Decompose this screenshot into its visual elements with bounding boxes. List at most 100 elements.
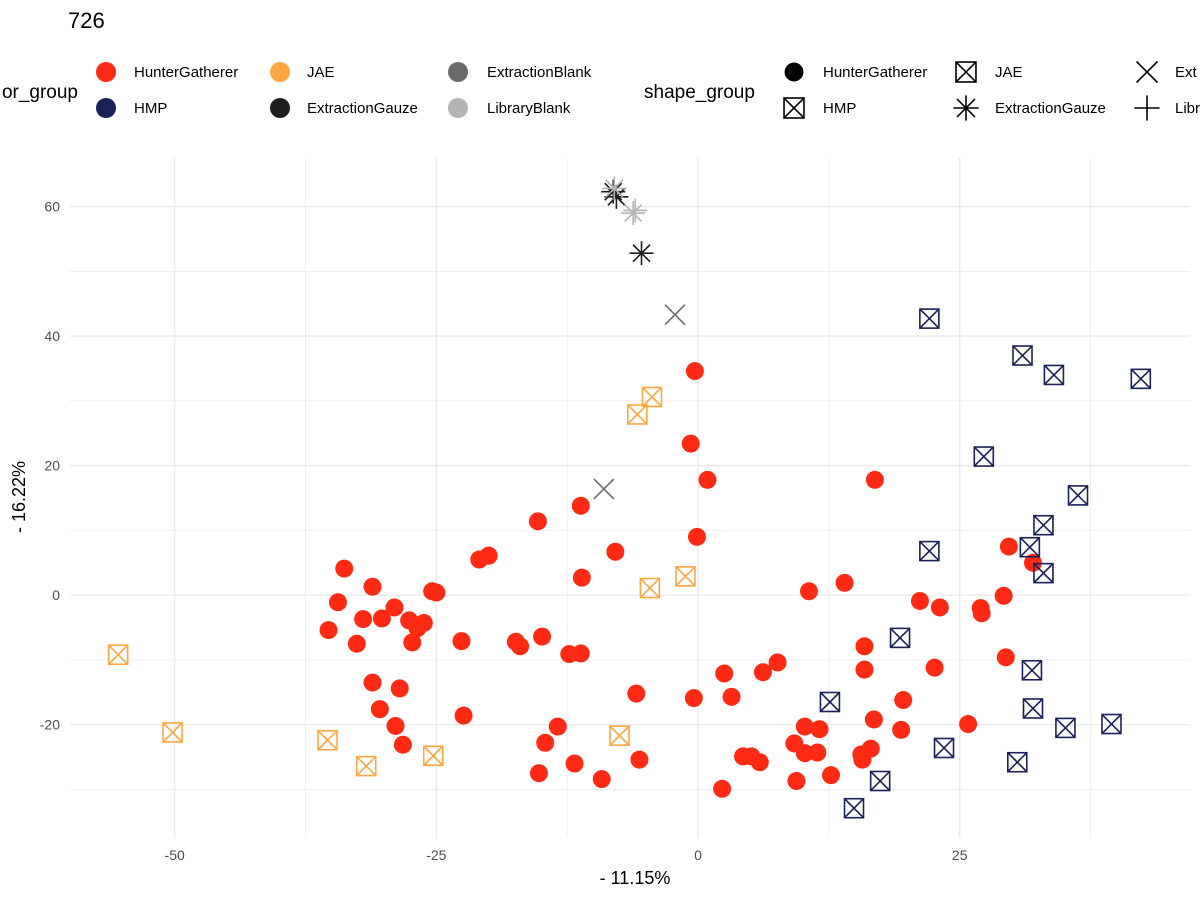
libraryblank-asterisk-point [602, 176, 627, 201]
huntergatherer-circle-point [685, 362, 704, 381]
hmp-boxx-point [1006, 751, 1028, 773]
y-tick-label: 0 [52, 587, 60, 603]
data-points [107, 176, 1152, 819]
shape-legend-label: JAE [995, 64, 1023, 81]
huntergatherer-circle-point [370, 700, 389, 719]
huntergatherer-circle-point [354, 610, 373, 629]
huntergatherer-circle-point [565, 754, 584, 773]
huntergatherer-circle-point [808, 743, 827, 762]
jae-boxx-point [639, 577, 661, 599]
hmp-boxx-point [1055, 717, 1076, 739]
huntergatherer-circle-point [972, 604, 991, 623]
color-legend-label: HunterGatherer [134, 64, 238, 81]
huntergatherer-circle-point [768, 653, 787, 672]
huntergatherer-circle-point [810, 720, 829, 739]
huntergatherer-circle-point [864, 710, 883, 729]
huntergatherer-circle-point [715, 664, 734, 683]
hmp-boxx-point [1043, 364, 1065, 386]
huntergatherer-circle-point [930, 598, 949, 617]
color-legend-swatch [270, 62, 290, 82]
shape-legend-key [955, 61, 977, 83]
hmp-boxx-point [1101, 713, 1122, 735]
huntergatherer-circle-point [479, 546, 498, 565]
hmp-boxx-point [819, 691, 841, 713]
hmp-boxx-point [933, 737, 955, 759]
color-legend-swatch [448, 98, 468, 118]
hmp-boxx-point [919, 308, 940, 329]
huntergatherer-circle-point [328, 593, 347, 612]
y-tick-label: 60 [44, 199, 60, 215]
chart-title: 726 [68, 8, 105, 33]
huntergatherer-circle-point [393, 735, 412, 754]
huntergatherer-circle-point [630, 750, 649, 769]
y-tick-label: 20 [44, 458, 60, 474]
axis-ticks: -50 -25 0 25 -20 0 20 40 60 [40, 199, 968, 863]
x-tick-label: 25 [952, 847, 968, 863]
huntergatherer-circle-point [506, 632, 525, 651]
huntergatherer-circle-point [452, 632, 471, 651]
huntergatherer-circle-point [892, 720, 911, 739]
hmp-boxx-point [1033, 562, 1054, 584]
huntergatherer-circle-point [999, 537, 1018, 556]
huntergatherer-circle-point [454, 706, 473, 725]
huntergatherer-circle-point [753, 663, 772, 682]
jae-boxx-point [641, 386, 663, 408]
extractionblank-x-point [664, 304, 686, 326]
color-legend-label: LibraryBlank [487, 100, 571, 117]
huntergatherer-circle-point [335, 559, 354, 578]
hmp-boxx-point [1022, 698, 1044, 719]
huntergatherer-circle-point [347, 634, 366, 653]
jae-boxx-point [422, 745, 444, 767]
color-legend-label: JAE [307, 64, 335, 81]
huntergatherer-circle-point [571, 644, 590, 663]
huntergatherer-circle-point [835, 573, 854, 592]
shape-legend-title: shape_group [644, 82, 755, 103]
x-tick-label: 0 [694, 847, 702, 863]
huntergatherer-circle-point [572, 568, 591, 587]
x-tick-label: -25 [426, 847, 446, 863]
extractiongauze-asterisk-point [629, 241, 654, 266]
huntergatherer-circle-point [363, 577, 382, 596]
color-legend-label: HMP [134, 100, 167, 117]
shape-legend-key [1134, 95, 1160, 121]
shape-legend-label: Ext [1175, 64, 1198, 81]
y-tick-label: 40 [44, 328, 60, 344]
huntergatherer-circle-point [533, 627, 552, 646]
huntergatherer-circle-point [363, 673, 382, 692]
hmp-boxx-point [973, 446, 995, 467]
jae-boxx-point [609, 725, 630, 746]
color-legend-swatch [270, 98, 290, 118]
huntergatherer-circle-point [821, 766, 840, 785]
huntergatherer-circle-point [592, 770, 611, 789]
x-axis-title: - 11.15% [600, 868, 671, 888]
huntergatherer-circle-point [681, 434, 700, 453]
shape-legend-label: HMP [823, 100, 856, 117]
huntergatherer-circle-point [571, 496, 590, 515]
hmp-boxx-point [1012, 345, 1033, 366]
huntergatherer-circle-point [855, 660, 874, 679]
huntergatherer-circle-point [861, 739, 880, 758]
shape-legend-label: Libr [1175, 100, 1200, 117]
huntergatherer-circle-point [750, 753, 769, 772]
huntergatherer-circle-point [319, 621, 338, 640]
shape-legend-label: ExtractionGauze [995, 100, 1106, 117]
color-legend-title: or_group [2, 82, 78, 103]
shape-legend-label: HunterGatherer [823, 64, 927, 81]
y-axis-title: - 16.22% [9, 461, 29, 533]
huntergatherer-circle-point [698, 470, 717, 489]
huntergatherer-circle-point [910, 591, 929, 610]
shape-legend-key [1135, 60, 1159, 84]
huntergatherer-circle-point [787, 772, 806, 791]
jae-boxx-point [107, 644, 129, 666]
jae-boxx-point [317, 729, 338, 751]
hmp-boxx-point [1019, 536, 1041, 558]
color-legend-label: ExtractionBlank [487, 64, 592, 81]
huntergatherer-circle-point [994, 586, 1013, 605]
huntergatherer-circle-point [536, 733, 555, 752]
huntergatherer-circle-point [713, 779, 732, 798]
huntergatherer-circle-point [548, 717, 567, 736]
color-legend-label: ExtractionGauze [307, 100, 418, 117]
hmp-boxx-point [1130, 368, 1152, 390]
shape-legend-items: HunterGatherer JAE Ext HMP ExtractionGauze Li… [783, 60, 1200, 121]
